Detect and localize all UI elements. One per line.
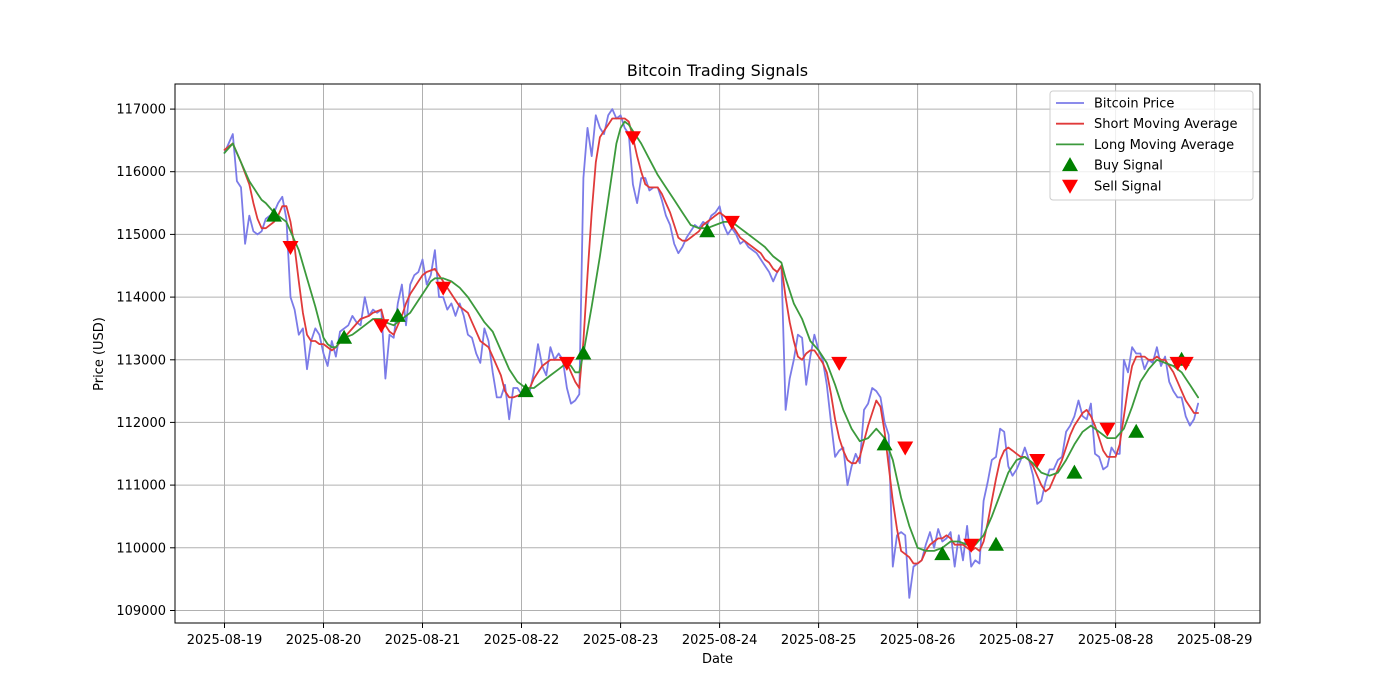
legend: Bitcoin Price Short Moving Average Long Mo… [1049,90,1254,201]
x-tick-label: 2025-08-28 [1078,633,1154,648]
grid-lines [175,84,1260,623]
y-tick-label: 116000 [116,165,166,180]
buy-signal-marker [1066,464,1083,479]
x-tick-label: 2025-08-25 [781,633,857,648]
x-tick-label: 2025-08-22 [484,633,560,648]
y-tick-label: 115000 [116,228,166,243]
legend-box [1049,90,1254,201]
buy-signal-marker [517,383,534,398]
sell-signal-marker [282,241,299,255]
sell-signal-marker [897,441,914,456]
y-tick-label: 114000 [116,291,166,306]
x-axis-title: Date [702,652,733,667]
x-tick-label: 2025-08-20 [286,633,362,648]
sell-signal-marker [624,131,641,146]
sell-signal-marker [723,215,740,230]
legend-label-sell: Sell Signal [1094,179,1162,194]
x-tick-label: 2025-08-19 [187,633,263,648]
y-tick-label: 113000 [116,353,166,368]
buy-signal-marker [876,436,893,451]
series-line-short-ma [223,117,1199,565]
y-axis-ticks: 109000 110000 111000 112000 113000 114000 1150… [116,103,175,619]
buy-signal-marker [266,207,282,222]
x-tick-label: 2025-08-24 [682,633,758,648]
buy-signal-marker [699,223,716,238]
series-line-long-ma [223,120,1199,552]
legend-label-short-ma: Short Moving Average [1094,117,1238,132]
plot-frame [174,83,1261,624]
legend-label-long-ma: Long Moving Average [1094,138,1234,153]
sell-signal-marker [435,281,452,296]
sell-signal-marker [831,356,848,371]
legend-swatch-sell [1062,179,1078,194]
legend-swatch-buy [1062,157,1078,172]
sell-signal-marker [1177,356,1194,371]
y-tick-label: 112000 [116,416,166,431]
y-tick-label: 111000 [116,479,166,494]
sell-signal-marker [1099,422,1116,437]
y-tick-label: 110000 [116,541,166,556]
buy-signal-marker [934,546,951,561]
legend-label-price: Bitcoin Price [1094,97,1174,112]
buy-signal-marker [389,307,406,322]
signal-markers [266,131,1194,561]
x-tick-label: 2025-08-27 [979,633,1055,648]
y-tick-label: 109000 [116,604,166,619]
y-axis-title: Price (USD) [92,317,107,391]
sell-signal-marker [963,538,980,553]
sell-signal-marker [558,356,575,371]
buy-signal-marker [1128,423,1145,438]
buy-signal-marker [336,329,353,344]
sell-signal-marker [1029,454,1046,468]
chart-title: Bitcoin Trading Signals [627,61,808,80]
x-tick-label: 2025-08-29 [1177,633,1253,648]
y-tick-label: 117000 [116,103,166,118]
x-tick-label: 2025-08-26 [880,633,956,648]
legend-label-buy: Buy Signal [1094,159,1163,174]
buy-signal-marker [575,345,592,360]
buy-signal-marker [988,536,1004,551]
x-tick-label: 2025-08-21 [385,633,461,648]
x-axis-ticks: 2025-08-19 2025-08-20 2025-08-21 2025-08-22… [187,623,1253,648]
sell-signal-marker [373,319,390,334]
x-tick-label: 2025-08-23 [583,633,659,648]
